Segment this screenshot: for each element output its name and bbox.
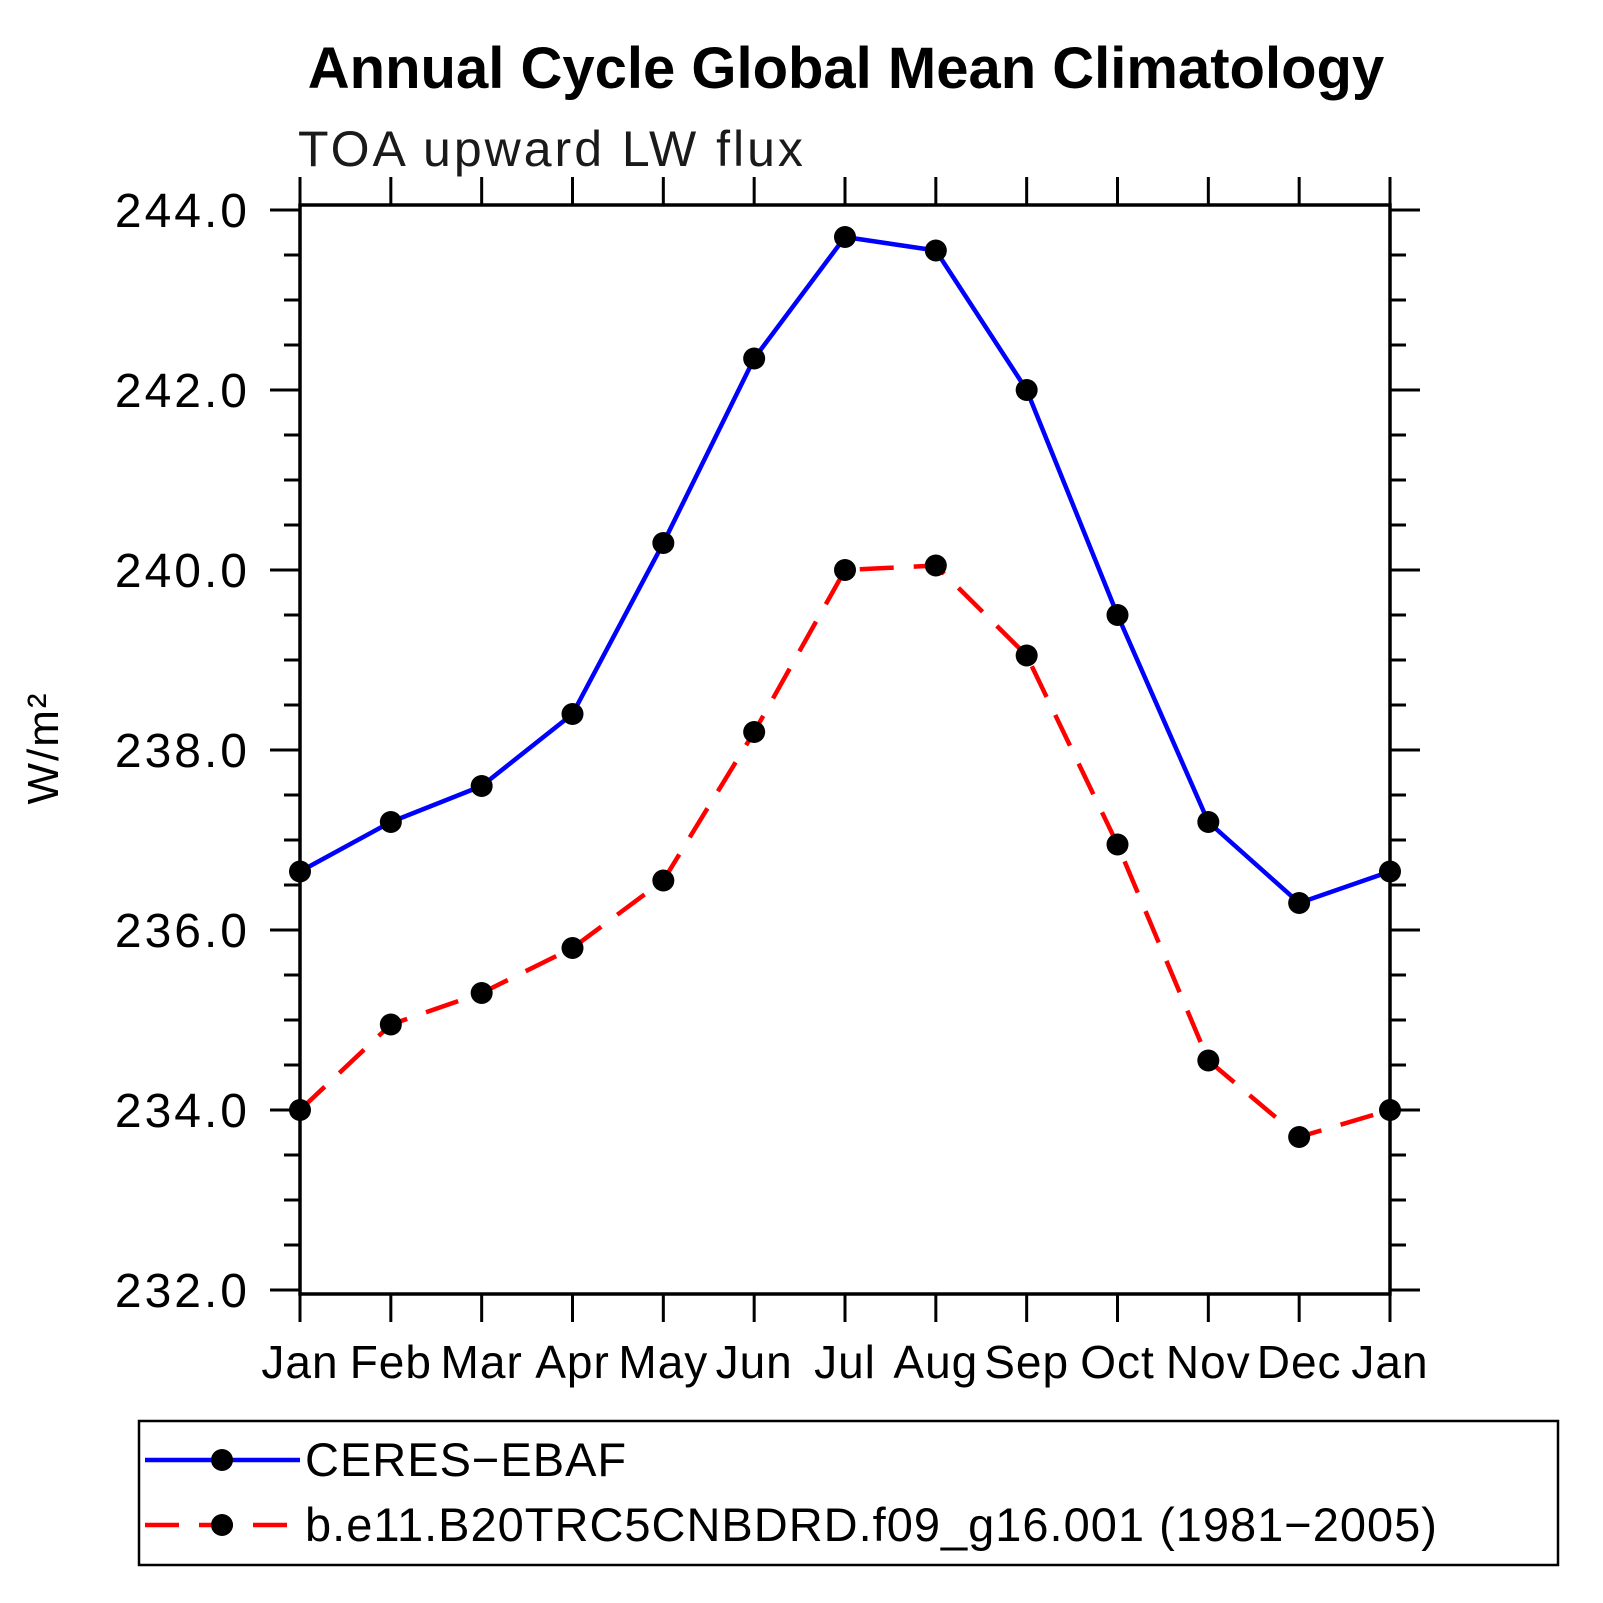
series-1-marker-Dec <box>1288 1126 1311 1148</box>
legend-label-1: b.e11.B20TRC5CNBDRD.f09_g16.001 (1981−20… <box>305 1498 1438 1551</box>
y-tick-label: 236.0 <box>115 905 250 958</box>
legend-label-0: CERES−EBAF <box>305 1433 627 1486</box>
legend-box <box>137 1419 1560 1567</box>
x-tick-label: Aug <box>893 1336 978 1388</box>
x-tick-label: Dec <box>1257 1336 1342 1388</box>
series-1-marker-May <box>652 869 675 892</box>
series-1-marker-Jun <box>743 721 766 743</box>
x-tick-label: Nov <box>1166 1336 1251 1388</box>
x-tick-label: Feb <box>350 1336 432 1388</box>
y-tick-label: 234.0 <box>115 1085 250 1138</box>
series-0-marker-Oct <box>1106 604 1129 626</box>
series-0-marker-Jul <box>834 226 856 248</box>
series-1-marker-Mar <box>470 982 493 1004</box>
series-0-marker-Nov <box>1197 811 1220 833</box>
series-0-marker-Sep <box>1015 379 1038 401</box>
x-tick-label: May <box>618 1336 708 1388</box>
series-0-marker-Jun <box>743 347 766 370</box>
y-tick-label: 232.0 <box>115 1265 250 1318</box>
series-1-marker-Aug <box>924 554 947 577</box>
series-0-marker-Aug <box>924 239 947 262</box>
y-tick-label: 244.0 <box>115 185 250 238</box>
series-0-marker-Apr <box>561 703 584 725</box>
series-1-marker-Jan <box>289 1099 311 1121</box>
x-tick-label: Mar <box>441 1336 523 1388</box>
x-tick-label: Jan <box>261 1336 338 1388</box>
series-1-marker-Sep <box>1015 644 1038 667</box>
y-tick-label: 242.0 <box>115 365 250 418</box>
y-axis-title: W/m² <box>19 691 68 804</box>
series-0-marker-Jan <box>1379 860 1401 883</box>
x-tick-label: Jun <box>716 1336 793 1388</box>
x-tick-label: Apr <box>535 1336 610 1388</box>
series-0-marker-May <box>652 532 675 554</box>
series-line-1 <box>298 563 1391 1140</box>
chart-subtitle: TOA upward LW flux <box>298 121 806 177</box>
legend-sample-marker-1 <box>211 1514 233 1536</box>
series-1-marker-Jul <box>834 559 856 581</box>
series-0-marker-Dec <box>1288 892 1311 914</box>
chart-title: Annual Cycle Global Mean Climatology <box>308 36 1384 101</box>
series-0-marker-Mar <box>470 775 493 797</box>
x-tick-label: Jul <box>814 1336 876 1388</box>
y-tick-label: 240.0 <box>115 545 250 598</box>
plot-frame <box>298 203 1392 1296</box>
y-tick-label: 238.0 <box>115 725 250 778</box>
x-tick-label: Jan <box>1351 1336 1428 1388</box>
series-0-marker-Jan <box>289 860 311 883</box>
series-0-marker-Feb <box>379 811 402 833</box>
series-1-marker-Nov <box>1197 1049 1220 1072</box>
x-tick-label: Oct <box>1080 1336 1155 1388</box>
series-1-marker-Oct <box>1106 833 1129 856</box>
legend-sample-marker-0 <box>211 1449 233 1471</box>
series-1-marker-Apr <box>561 937 584 959</box>
series-1-marker-Jan <box>1379 1099 1401 1121</box>
series-1-marker-Feb <box>379 1013 402 1036</box>
x-tick-label: Sep <box>984 1336 1069 1388</box>
